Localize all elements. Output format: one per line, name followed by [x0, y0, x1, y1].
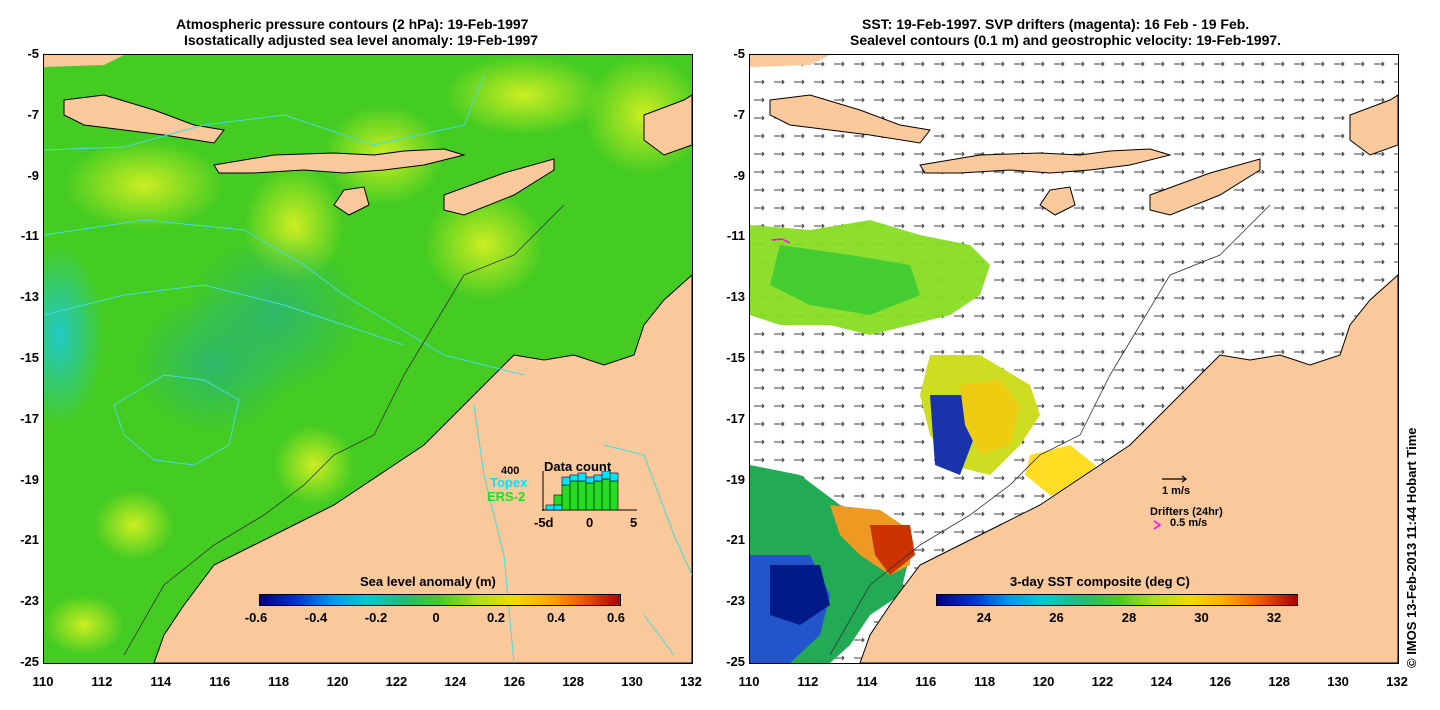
right-y-tick-label: -5 — [733, 46, 745, 61]
left-y-tick-label: -13 — [20, 289, 39, 305]
left-y-tick-label: -11 — [20, 228, 39, 244]
inset-x-tick-minus5: -5d — [534, 515, 554, 530]
left-title-line1: Atmospheric pressure contours (2 hPa): 1… — [176, 16, 529, 32]
right-x-tick-label: 122 — [1091, 674, 1114, 689]
right-y-tick-label: -15 — [726, 350, 745, 365]
right-x-tick-label: 112 — [797, 674, 819, 689]
right-y-tick-label: -9 — [733, 167, 745, 183]
left-x-tick-label: 114 — [150, 674, 172, 689]
sea-level-colorbar — [259, 594, 621, 606]
right-y-tick-label: -13 — [726, 289, 745, 305]
right-y-tick-label: -23 — [726, 593, 745, 609]
right-colorbar-tick: 24 — [976, 610, 992, 625]
left-map-panel: 400 Topex ERS-2 Data count -5d 0 — [43, 54, 693, 664]
left-x-tick-label: 110 — [32, 674, 54, 689]
right-y-tick-label: -7 — [733, 106, 745, 122]
right-colorbar-title: 3-day SST composite (deg C) — [1010, 574, 1190, 589]
left-title-line2: Isostatically adjusted sea level anomaly… — [184, 32, 539, 48]
right-x-tick-label: 132 — [1386, 674, 1408, 689]
right-y-tick-label: -21 — [726, 532, 745, 548]
left-x-tick-label: 116 — [209, 674, 231, 689]
right-x-tick-label: 114 — [856, 674, 878, 689]
left-x-tick-label: 128 — [562, 674, 585, 689]
data-count-histogram — [542, 471, 637, 511]
inset-x-tick-5: 5 — [630, 515, 638, 530]
right-x-tick-label: 116 — [915, 674, 937, 689]
sst-map — [750, 55, 1398, 663]
left-y-tick-label: -15 — [20, 350, 39, 365]
right-x-tick-label: 120 — [1032, 674, 1055, 689]
left-x-tick-label: 126 — [503, 674, 526, 689]
left-x-tick-label: 118 — [268, 674, 290, 689]
right-colorbar-tick: 32 — [1266, 610, 1282, 625]
left-x-tick-label: 132 — [680, 674, 702, 689]
drifter-speed-label: 0.5 m/s — [1170, 517, 1208, 529]
left-colorbar-tick: -0.4 — [304, 610, 328, 625]
sst-colorbar — [936, 594, 1298, 606]
right-x-tick-label: 130 — [1327, 674, 1349, 689]
right-x-tick-label: 126 — [1209, 674, 1232, 689]
right-title-line2: Sealevel contours (0.1 m) and geostrophi… — [850, 32, 1282, 48]
right-map-panel: 1 m/s Drifters (24hr) 0.5 m/s — [749, 54, 1399, 664]
left-colorbar-tick: -0.6 — [244, 610, 268, 625]
left-colorbar-tick: -0.2 — [364, 610, 388, 625]
right-x-tick-label: 118 — [974, 674, 996, 689]
left-x-tick-label: 130 — [621, 674, 643, 689]
sea-level-anomaly-map — [44, 55, 692, 663]
left-x-tick-label: 120 — [326, 674, 349, 689]
right-y-tick-label: -19 — [726, 471, 745, 487]
right-colorbar-tick: 28 — [1121, 610, 1137, 625]
left-colorbar-tick: 0.6 — [606, 610, 626, 625]
right-title-line1: SST: 19-Feb-1997. SVP drifters (magenta)… — [862, 16, 1250, 32]
right-x-tick-label: 124 — [1150, 674, 1173, 689]
copyright-text: © IMOS 13-Feb-2013 11:44 Hobart Time — [1404, 427, 1419, 668]
inset-topex-label: Topex — [490, 475, 528, 490]
left-colorbar-tick: 0 — [432, 610, 440, 625]
inset-ers-label: ERS-2 — [487, 489, 526, 504]
left-y-tick-label: -19 — [20, 471, 39, 487]
left-colorbar-tick: 0.4 — [546, 610, 566, 625]
right-x-tick-label: 128 — [1268, 674, 1291, 689]
left-x-tick-label: 112 — [91, 674, 113, 689]
velocity-scale-label: 1 m/s — [1162, 485, 1191, 497]
right-colorbar-tick: 26 — [1049, 610, 1064, 625]
right-colorbar-tick: 30 — [1194, 610, 1209, 625]
left-x-tick-label: 122 — [385, 674, 408, 689]
left-x-tick-label: 124 — [444, 674, 467, 689]
right-x-tick-label: 110 — [738, 674, 760, 689]
right-y-tick-label: -17 — [726, 410, 745, 426]
drifters-label: Drifters (24hr) — [1150, 506, 1223, 518]
right-y-tick-label: -25 — [726, 654, 745, 669]
left-colorbar-title: Sea level anomaly (m) — [360, 574, 496, 589]
left-y-tick-label: -23 — [20, 593, 39, 609]
inset-max-label: 400 — [501, 465, 520, 477]
left-y-tick-label: -7 — [27, 106, 39, 122]
left-y-tick-label: -25 — [20, 654, 39, 669]
left-y-tick-label: -17 — [20, 410, 39, 426]
inset-x-tick-0: 0 — [586, 515, 594, 530]
left-y-tick-label: -5 — [27, 46, 39, 61]
left-colorbar-tick: 0.2 — [486, 610, 506, 625]
left-y-tick-label: -21 — [20, 532, 39, 548]
inset-title: Data count — [544, 459, 612, 474]
right-y-tick-label: -11 — [726, 228, 745, 244]
left-y-tick-label: -9 — [27, 167, 39, 183]
